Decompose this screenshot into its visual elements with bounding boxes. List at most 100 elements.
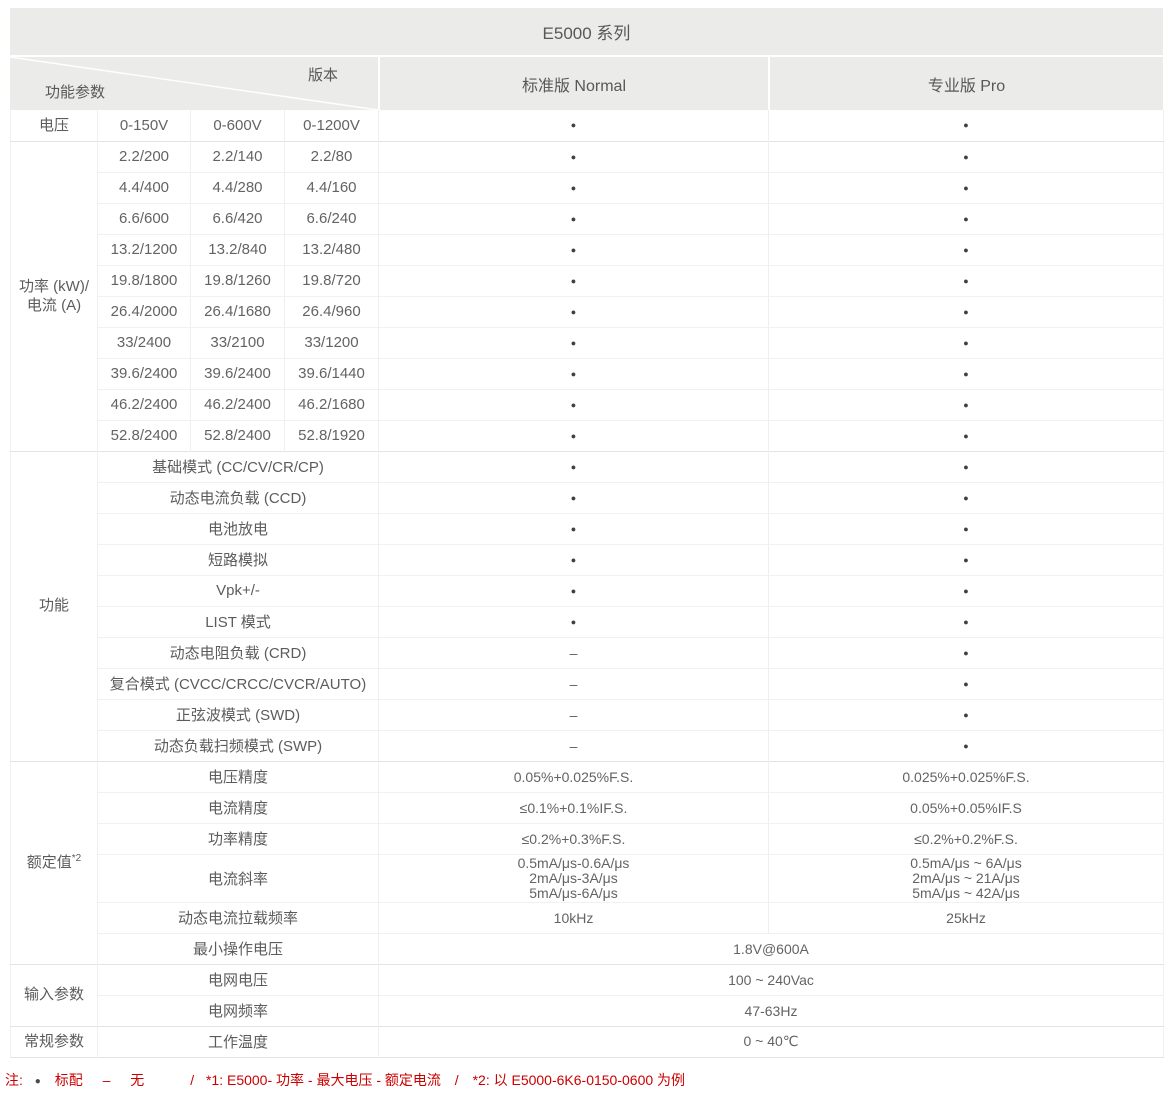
pro-value-cell: ● (768, 326, 1164, 358)
pro-value-cell: ● (768, 233, 1164, 265)
model-spec-cell: 52.8/2400 (190, 419, 285, 451)
normal-value-cell: ● (378, 388, 769, 420)
section-label-line: 功能 (11, 596, 97, 616)
normal-value-cell: ● (378, 481, 769, 513)
model-spec-cell: 13.2/840 (190, 233, 285, 265)
feature-name-cell: 最小操作电压 (97, 932, 379, 964)
pro-value-cell: ● (768, 140, 1164, 172)
feature-name-cell: 正弦波模式 (SWD) (97, 698, 379, 730)
model-spec-cell: 19.8/1800 (97, 264, 191, 296)
section-label-line: 额定值*2 (11, 852, 97, 873)
table-row-functions-7: 复合模式 (CVCC/CRCC/CVCR/AUTO) – ● (11, 667, 1164, 699)
table-row-general-params-0: 常规参数 工作温度 0 ~ 40℃ (10, 1025, 1164, 1057)
pro-value-cell: ● (768, 636, 1164, 668)
model-spec-cell: 6.6/240 (284, 202, 379, 234)
table-row-power-current-2: 6.6/600 6.6/420 6.6/240 ● ● (11, 202, 1164, 234)
model-spec-cell: 6.6/420 (190, 202, 285, 234)
pro-value-line: 0.5mA/μs ~ 6A/μs (910, 854, 1022, 871)
normal-value-cell: ● (378, 543, 769, 575)
section-label-power-current: 功率 (kW)/ 电流 (A) (10, 140, 98, 451)
table-row-functions-8: 正弦波模式 (SWD) – ● (11, 698, 1164, 730)
table-row-power-current-3: 13.2/1200 13.2/840 13.2/480 ● ● (11, 233, 1164, 265)
section-label-text: 电压 (38, 116, 69, 134)
normal-value-line: 2mA/μs-3A/μs (529, 869, 618, 886)
legend-separator-2: / (454, 1072, 459, 1088)
model-spec-cell: 52.8/1920 (284, 419, 379, 451)
section-label-text: 常规参数 (23, 1032, 84, 1050)
normal-value-cell: 0.05%+0.025%F.S. (378, 760, 769, 792)
pro-value-cell: ● (768, 729, 1164, 761)
section-label-text: 电流 (A) (26, 297, 82, 314)
pro-value-cell: ≤0.2%+0.2%F.S. (768, 822, 1164, 854)
table-row-power-current-6: 33/2400 33/2100 33/1200 ● ● (11, 326, 1164, 358)
normal-value-cell: ≤0.2%+0.3%F.S. (378, 822, 769, 854)
model-spec-cell: 0-150V (97, 110, 191, 141)
model-spec-cell: 4.4/160 (284, 171, 379, 203)
section-label-line: 功率 (kW)/ (11, 277, 97, 297)
feature-name-cell: 复合模式 (CVCC/CRCC/CVCR/AUTO) (97, 667, 379, 699)
model-spec-cell: 52.8/2400 (97, 419, 191, 451)
table-row-functions-2: 电池放电 ● ● (11, 512, 1164, 544)
header-params-label: 功能参数 (45, 84, 106, 101)
table-row-functions-6: 动态电阻负载 (CRD) – ● (11, 636, 1164, 668)
legend-separator-1: / (190, 1072, 195, 1088)
shared-value-cell: 47-63Hz (378, 994, 1164, 1026)
normal-value-cell: ● (378, 110, 769, 141)
model-spec-cell: 6.6/600 (97, 202, 191, 234)
model-spec-cell: 39.6/1440 (284, 357, 379, 389)
pro-value-cell: ● (768, 450, 1164, 482)
legend-prefix: 注: (5, 1072, 23, 1088)
normal-value-line: 0.5mA/μs-0.6A/μs (517, 854, 630, 871)
section-label-voltage: 电压 (10, 110, 98, 141)
pro-value-cell: ● (768, 388, 1164, 420)
normal-value-cell: ● (378, 326, 769, 358)
feature-name-cell: 电池放电 (97, 512, 379, 544)
feature-name-cell: 功率精度 (97, 822, 379, 854)
model-spec-cell: 33/2400 (97, 326, 191, 358)
model-spec-cell: 39.6/2400 (190, 357, 285, 389)
table-row-ratings-5: 最小操作电压 1.8V@600A (11, 932, 1164, 964)
pro-value-cell: ● (768, 574, 1164, 606)
table-row-functions-9: 动态负载扫频模式 (SWP) – ● (11, 729, 1164, 761)
shared-value-cell: 0 ~ 40℃ (378, 1025, 1164, 1057)
model-spec-cell: 19.8/720 (284, 264, 379, 296)
spec-grid: 电压 0-150V 0-600V 0-1200V ● ● 功率 (kW)/电流 (A) 2.2… (10, 110, 1164, 1058)
normal-value-cell: ● (378, 357, 769, 389)
pro-value-cell: ● (768, 295, 1164, 327)
table-row-power-current-0: 功率 (kW)/电流 (A) 2.2/200 2.2/140 2.2/80 ● ● (10, 140, 1164, 451)
feature-name-cell: 工作温度 (97, 1025, 379, 1057)
normal-value-cell: ● (378, 140, 769, 172)
pro-value-line: 5mA/μs ~ 42A/μs (912, 884, 1020, 901)
section-label-line: 电压 (11, 116, 97, 136)
section-label-functions: 功能 (10, 450, 98, 761)
feature-name-cell: 动态电流拉载频率 (97, 901, 379, 933)
normal-value-cell: ● (378, 574, 769, 606)
feature-name-cell: 电流斜率 (97, 853, 379, 902)
pro-value-cell: ● (768, 202, 1164, 234)
table-title-bar: E5000 系列 (10, 8, 1163, 55)
model-spec-cell: 26.4/1680 (190, 295, 285, 327)
model-spec-cell: 2.2/200 (97, 140, 191, 172)
table-row-input-params-0: 输入参数 电网电压 100 ~ 240Vac (10, 963, 1164, 1026)
pro-value-cell: 0.05%+0.05%IF.S (768, 791, 1164, 823)
table-header-row: 版本 功能参数 标准版 Normal 专业版 Pro (10, 57, 1163, 110)
pro-value-cell: 0.025%+0.025%F.S. (768, 760, 1164, 792)
model-spec-cell: 46.2/1680 (284, 388, 379, 420)
model-spec-cell: 26.4/2000 (97, 295, 191, 327)
table-row-input-params-1: 电网频率 47-63Hz (11, 994, 1164, 1026)
model-spec-cell: 0-600V (190, 110, 285, 141)
table-row-functions-3: 短路模拟 ● ● (11, 543, 1164, 575)
pro-value-cell: ● (768, 667, 1164, 699)
feature-name-cell: 电流精度 (97, 791, 379, 823)
spec-table: E5000 系列 版本 功能参数 标准版 Normal 专业版 Pro 电压 0-… (10, 8, 1164, 1058)
feature-name-cell: 动态负载扫频模式 (SWP) (97, 729, 379, 761)
pro-value-cell: ● (768, 419, 1164, 451)
table-row-power-current-1: 4.4/400 4.4/280 4.4/160 ● ● (11, 171, 1164, 203)
legend-included-label: 标配 (54, 1072, 83, 1088)
model-spec-cell: 33/2100 (190, 326, 285, 358)
normal-value-cell: ● (378, 419, 769, 451)
normal-value-cell: 0.5mA/μs-0.6A/μs 2mA/μs-3A/μs 5mA/μs-6A/μs (378, 853, 769, 902)
model-spec-cell: 4.4/280 (190, 171, 285, 203)
feature-name-cell: 基础模式 (CC/CV/CR/CP) (97, 450, 379, 482)
section-label-text: 功能 (38, 597, 69, 615)
